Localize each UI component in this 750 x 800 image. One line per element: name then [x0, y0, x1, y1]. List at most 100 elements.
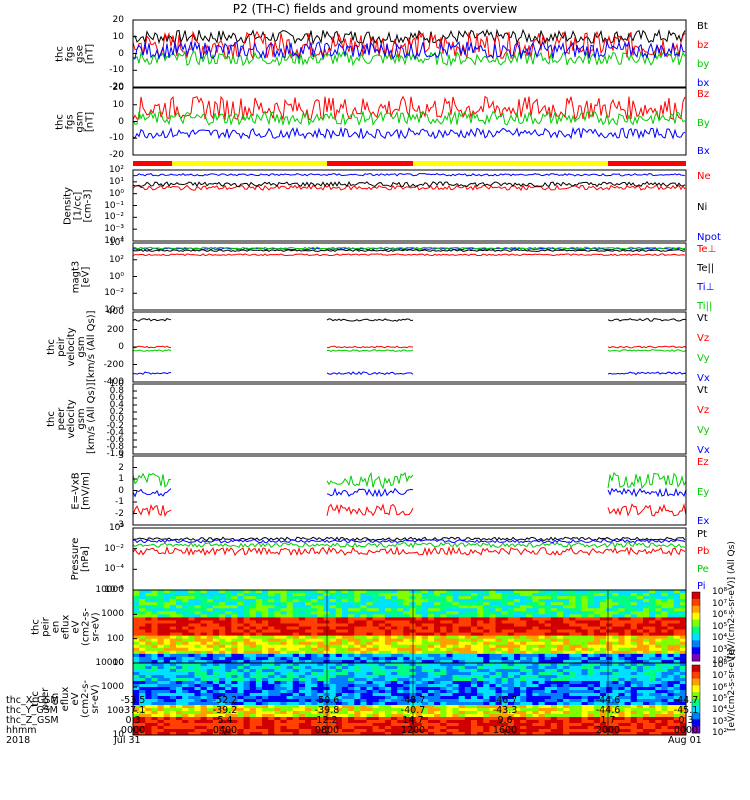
spectrogram-cell — [243, 705, 251, 709]
spectrogram-cell — [587, 708, 595, 712]
spectrogram-cell — [520, 711, 527, 715]
spectrogram-cell — [544, 675, 552, 679]
spectrogram-cell — [225, 696, 232, 700]
spectrogram-cell — [163, 590, 171, 594]
spectrogram-cell — [176, 599, 183, 603]
spectrogram-cell — [470, 732, 478, 736]
spectrogram-cell — [145, 687, 152, 691]
spectrogram-cell — [636, 681, 644, 685]
spectrogram-cell — [483, 641, 490, 646]
spectrogram-cell — [440, 717, 447, 721]
spectrogram-cell — [581, 672, 589, 676]
spectrogram-cell — [526, 672, 533, 676]
spectrogram-cell — [434, 681, 441, 685]
spectrogram-cell — [470, 729, 478, 733]
spectrogram-cell — [212, 699, 220, 703]
spectrogram-cell — [458, 599, 466, 603]
spectrogram-cell — [470, 599, 478, 603]
spectrogram-cell — [354, 596, 361, 600]
spectrogram-cell — [194, 650, 202, 655]
spectrogram-cell — [286, 620, 294, 624]
spectrogram-cell — [157, 675, 165, 679]
spectrogram-cell — [446, 714, 454, 718]
spectrogram-cell — [569, 626, 576, 631]
spectrogram-cell — [249, 656, 257, 661]
spectrogram-cell — [341, 690, 349, 694]
spectrogram-cell — [470, 617, 478, 621]
spectrogram-cell — [169, 696, 177, 700]
spectrogram-cell — [649, 647, 656, 652]
spectrogram-cell — [403, 647, 410, 652]
spectrogram-cell — [544, 593, 552, 597]
spectrogram-cell — [133, 590, 140, 594]
spectrogram-cell — [673, 678, 681, 682]
series-line-Ni — [132, 181, 686, 188]
spectrogram-cell — [292, 614, 300, 618]
spectrogram-cell — [673, 638, 681, 643]
spectrogram-cell — [341, 656, 349, 661]
spectrogram-cell — [513, 638, 521, 643]
spectrogram-cell — [458, 663, 466, 667]
spectrogram-cell — [624, 626, 632, 631]
spectrogram-cell — [618, 687, 626, 691]
spectrogram-cell — [458, 723, 466, 727]
spectrogram-cell — [341, 714, 349, 718]
spectrogram-cell — [630, 599, 638, 603]
spectrogram-cell — [133, 693, 140, 697]
spectrogram-cell — [397, 602, 404, 606]
spectrogram-cell — [618, 593, 626, 597]
spectrogram-cell — [630, 723, 638, 727]
spectrogram-cell — [329, 593, 337, 597]
spectrogram-cell — [145, 666, 152, 670]
spectrogram-cell — [311, 620, 318, 624]
spectrogram-cell — [489, 635, 497, 640]
spectrogram-cell — [262, 687, 269, 691]
spectrogram-cell — [569, 678, 576, 682]
spectrogram-cell — [575, 602, 583, 606]
spectrogram-cell — [188, 611, 195, 615]
spectrogram-cell — [311, 675, 318, 679]
spectrogram-cell — [624, 663, 632, 667]
spectrogram-cell — [157, 599, 165, 603]
spectrogram-cell — [501, 620, 509, 624]
spectrogram-cell — [606, 596, 613, 600]
spectrogram-cell — [384, 611, 392, 615]
spectrogram-cell — [397, 696, 404, 700]
spectrogram-cell — [446, 729, 454, 733]
spectrogram-cell — [262, 629, 269, 634]
spectrogram-cell — [452, 681, 460, 685]
spectrogram-cell — [470, 635, 478, 640]
spectrogram-cell — [219, 669, 226, 673]
spectrogram-cell — [182, 720, 189, 724]
spectrogram-cell — [532, 620, 540, 624]
spectrogram-cell — [655, 656, 662, 661]
spectrogram-cell — [550, 641, 558, 646]
spectrogram-cell — [452, 711, 460, 715]
spectrogram-cell — [292, 653, 300, 658]
spectrogram-cell — [341, 729, 349, 733]
spectrogram-cell — [477, 638, 484, 643]
spectrogram-cell — [618, 635, 626, 640]
spectrogram-cell — [169, 647, 177, 652]
spectrogram-cell — [212, 723, 220, 727]
spectrogram-cell — [378, 635, 386, 640]
spectrogram-cell — [446, 717, 454, 721]
spectrogram-cell — [298, 669, 306, 673]
spectrogram-cell — [231, 608, 238, 612]
spectrogram-cell — [501, 650, 509, 655]
spectrogram-cell — [593, 663, 601, 667]
spectrogram-cell — [569, 647, 576, 652]
y-tick-label: -0.2 — [106, 421, 124, 431]
spectrogram-cell — [139, 617, 146, 621]
spectrogram-cell — [231, 714, 238, 718]
spectrogram-cell — [587, 659, 595, 664]
spectrogram-cell — [298, 663, 306, 667]
spectrogram-cell — [434, 705, 441, 709]
spectrogram-cell — [563, 638, 570, 643]
spectrogram-cell — [550, 723, 558, 727]
spectrogram-cell — [526, 614, 533, 618]
spectrogram-cell — [544, 635, 552, 640]
spectrogram-cell — [458, 596, 466, 600]
spectrogram-cell — [452, 644, 460, 649]
spectrogram-cell — [575, 714, 583, 718]
